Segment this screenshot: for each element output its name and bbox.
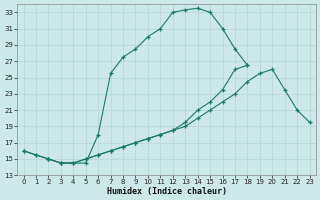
X-axis label: Humidex (Indice chaleur): Humidex (Indice chaleur) — [107, 187, 227, 196]
